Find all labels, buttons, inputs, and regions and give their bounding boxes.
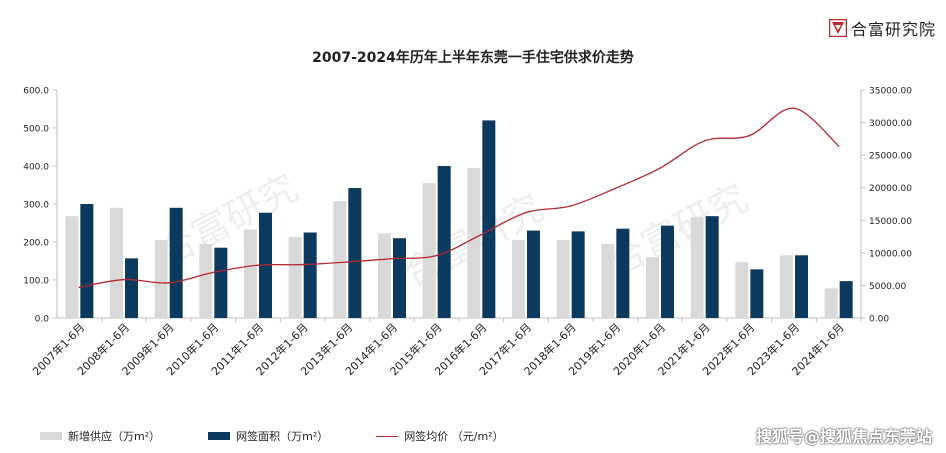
bar-signed — [125, 258, 138, 318]
legend-label-price: 网签均价 （元/m²） — [404, 430, 504, 443]
legend-swatch-signed — [208, 432, 231, 440]
bar-signed — [393, 238, 406, 318]
y-left-tick-label: 400.0 — [23, 163, 49, 173]
bar-supply — [512, 240, 525, 318]
y-left-tick-label: 0.0 — [35, 315, 50, 325]
y-left-tick-label: 600.0 — [23, 87, 49, 97]
bar-supply — [199, 243, 213, 318]
brand-name: 合富研究院 — [850, 20, 936, 39]
bar-signed — [482, 120, 496, 319]
legend-item-supply: 新增供应（万m²） — [40, 428, 160, 444]
bar-signed — [750, 269, 764, 318]
bar-signed — [437, 166, 451, 318]
bar-signed — [839, 281, 853, 318]
price-point — [78, 286, 81, 289]
price-point — [837, 145, 840, 147]
bar-signed — [169, 207, 183, 318]
bar-supply — [467, 167, 481, 318]
price-point — [391, 257, 393, 260]
legend-label-signed: 网签面积（万m²） — [236, 430, 329, 443]
bar-supply — [601, 243, 615, 318]
price-point — [748, 134, 751, 137]
price-point — [257, 264, 259, 267]
price-point — [212, 271, 215, 274]
chart-legend: 新增供应（万m²） 网签面积（万m²） 网签均价 （元/m²） — [40, 428, 504, 444]
y-right-tick-label: 20000.00 — [869, 184, 912, 194]
price-point — [346, 261, 349, 263]
price-point — [525, 211, 527, 214]
hefu-logo-icon — [828, 19, 847, 37]
bar-signed — [571, 231, 585, 318]
price-point — [167, 282, 170, 284]
legend-swatch-supply — [40, 432, 62, 440]
bar-supply — [646, 257, 659, 318]
legend-swatch-price — [376, 435, 399, 437]
bar-signed — [214, 247, 228, 318]
y-right-tick-label: 30000.00 — [869, 119, 912, 129]
price-point — [659, 167, 661, 169]
bar-supply — [154, 240, 168, 318]
bar-signed — [80, 204, 94, 318]
bar-supply — [780, 255, 793, 318]
legend-item-signed: 网签面积（万m²） — [208, 428, 328, 444]
bar-supply — [556, 240, 570, 318]
bar-supply — [333, 200, 347, 318]
footer-watermark: 搜狐号@搜狐焦点东莞站 — [755, 427, 932, 446]
bar-supply — [422, 183, 436, 318]
bar-signed — [705, 216, 719, 318]
bar-signed — [795, 255, 808, 318]
bar-supply — [378, 233, 391, 318]
y-right-tick-label: 25000.00 — [869, 152, 912, 162]
price-point — [435, 254, 438, 257]
legend-item-price: 网签均价 （元/m²） — [376, 428, 504, 444]
bar-signed — [527, 230, 540, 318]
y-right-tick-label: 10000.00 — [869, 249, 912, 259]
price-point — [793, 107, 795, 110]
bar-supply — [244, 229, 257, 318]
bar-signed — [348, 188, 362, 318]
y-right-tick-label: 15000.00 — [869, 217, 912, 227]
brand-header: 合富研究院 — [828, 16, 936, 40]
y-left-tick-label: 200.0 — [23, 239, 49, 249]
price-line — [79, 107, 840, 289]
y-right-tick-label: 35000.00 — [869, 87, 912, 97]
y-right-tick-label: 0.00 — [869, 315, 889, 325]
price-point — [301, 263, 304, 266]
y-left-tick-label: 500.0 — [23, 125, 49, 135]
bar-supply — [65, 216, 79, 318]
bar-supply — [288, 237, 302, 318]
price-point — [480, 233, 483, 236]
price-point — [614, 187, 617, 190]
y-right-tick-label: 5000.00 — [869, 282, 906, 292]
bar-supply — [735, 262, 749, 318]
chart-title: 2007-2024年历年上半年东莞一手住宅供求价走势 — [312, 50, 634, 66]
legend-label-supply: 新增供应（万m²） — [68, 430, 161, 443]
price-point — [123, 278, 125, 281]
bar-signed — [661, 225, 674, 318]
bar-signed — [616, 228, 630, 318]
price-point — [703, 140, 706, 142]
y-left-tick-label: 100.0 — [23, 277, 49, 287]
bar-supply — [824, 288, 838, 318]
bar-supply — [110, 207, 123, 318]
y-left-tick-label: 300.0 — [23, 201, 49, 211]
price-point — [569, 205, 572, 207]
bar-signed — [303, 232, 317, 318]
bar-supply — [690, 217, 704, 318]
